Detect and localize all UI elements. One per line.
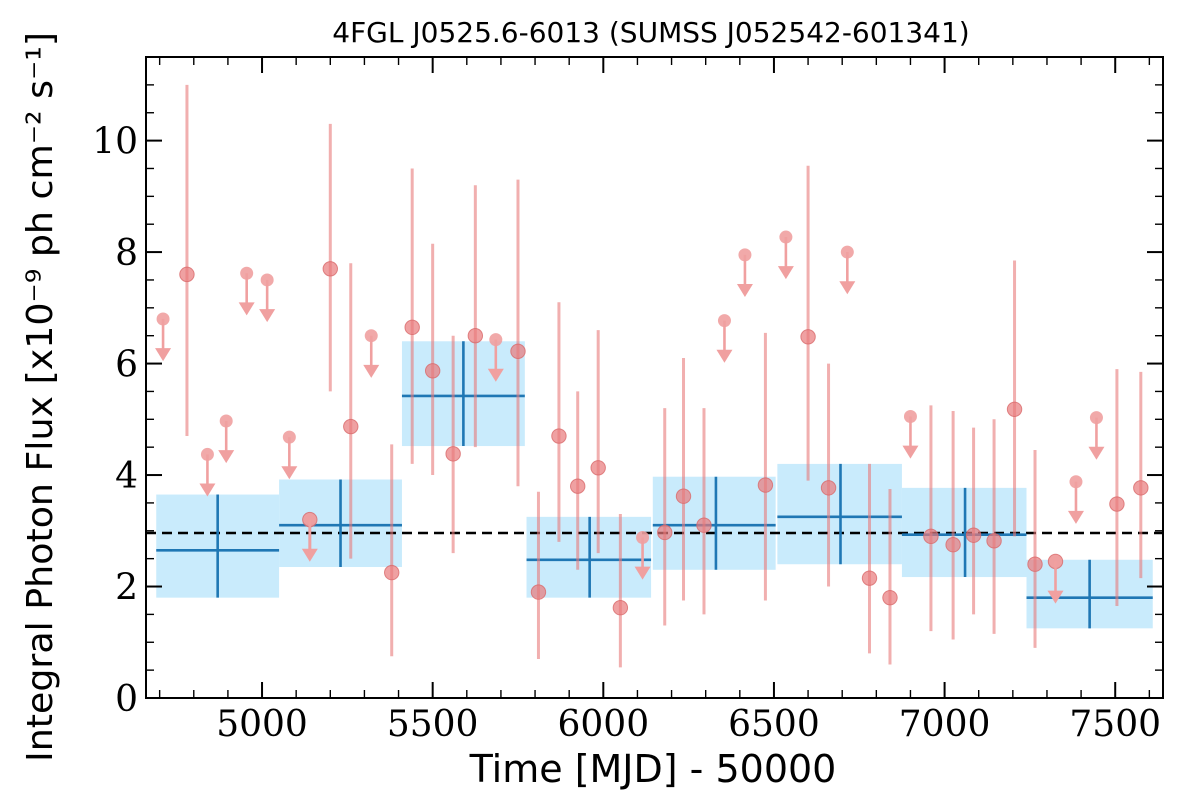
upper-limit-arrowhead xyxy=(1067,510,1084,524)
upper-limit-arrowhead xyxy=(281,466,298,480)
monthly-point xyxy=(861,570,878,586)
upper-limit-arrowhead xyxy=(155,348,172,362)
monthly-point xyxy=(1006,401,1023,417)
y-tick-label: 10 xyxy=(92,122,138,163)
monthly-point xyxy=(570,478,586,494)
x-tick-label: 5000 xyxy=(216,704,308,745)
monthly-point xyxy=(179,266,195,283)
plot-content xyxy=(146,84,1163,668)
upper-limit-arrowhead xyxy=(1088,446,1105,460)
upper-limit-arrowhead xyxy=(634,566,651,580)
plot-frame xyxy=(145,56,1164,699)
monthly-point xyxy=(467,327,484,344)
plot-area: 5000 5500 6000 6500 7000 7500 0 2 4 6 8 10 xyxy=(92,56,1164,745)
monthly-point xyxy=(384,564,400,581)
monthly-point xyxy=(1109,496,1125,512)
monthly-point xyxy=(657,524,673,541)
y-tick-label: 4 xyxy=(115,456,138,497)
upper-limit-arrowhead xyxy=(777,266,794,280)
upper-limit-arrowhead xyxy=(363,364,380,378)
monthly-point xyxy=(1133,480,1149,496)
y-tick-label: 8 xyxy=(115,233,138,274)
x-axis-label: Time [MJD] - 50000 xyxy=(469,747,837,791)
monthly-point xyxy=(945,537,961,553)
monthly-point xyxy=(820,480,837,496)
y-tick-label: 2 xyxy=(115,568,138,609)
upper-limit-arrowhead xyxy=(199,483,216,497)
y-tick-label: 6 xyxy=(115,345,138,386)
upper-limit-arrowhead xyxy=(839,281,856,295)
upper-limit-arrowhead xyxy=(1047,590,1064,604)
x-tick-label: 6500 xyxy=(728,704,820,745)
monthly-point xyxy=(696,517,712,533)
x-tick-label: 7500 xyxy=(1069,704,1161,745)
monthly-point xyxy=(757,477,774,493)
monthly-point xyxy=(530,584,547,600)
upper-limit-arrowhead xyxy=(902,445,919,459)
monthly-point xyxy=(800,329,816,345)
monthly-point xyxy=(343,418,359,435)
monthly-point xyxy=(424,363,441,379)
upper-limit-arrowhead xyxy=(716,349,733,363)
upper-limit-arrowhead xyxy=(218,450,235,464)
upper-limit-arrowhead xyxy=(238,302,255,316)
upper-limit-marker xyxy=(738,248,752,262)
chart-title: 4FGL J0525.6-6013 (SUMSS J052542-601341) xyxy=(332,16,969,49)
upper-limit-arrowhead xyxy=(301,548,318,562)
monthly-point xyxy=(445,446,461,462)
monthly-point xyxy=(965,527,982,543)
y-axis-label: Integral Photon Flux [x10⁻⁹ ph cm⁻² s⁻¹] xyxy=(20,32,61,762)
monthly-point xyxy=(590,460,606,476)
x-tick-label: 7000 xyxy=(899,704,991,745)
x-tick-label: 5500 xyxy=(387,704,479,745)
upper-limit-arrowhead xyxy=(259,309,276,323)
monthly-point xyxy=(612,600,629,616)
monthly-point xyxy=(882,589,898,606)
y-tick-label: 0 xyxy=(115,679,138,720)
monthly-point xyxy=(675,488,692,504)
monthly-point xyxy=(1027,556,1043,572)
monthly-point xyxy=(551,428,567,444)
monthly-point xyxy=(322,261,338,277)
monthly-point xyxy=(510,343,526,360)
x-tick-label: 6000 xyxy=(557,704,649,745)
monthly-point xyxy=(986,533,1002,549)
monthly-point xyxy=(404,319,420,336)
upper-limit-arrowhead xyxy=(736,284,753,298)
upper-limit-arrowhead xyxy=(487,368,504,382)
monthly-point xyxy=(923,528,939,545)
yearly-band xyxy=(652,476,776,570)
